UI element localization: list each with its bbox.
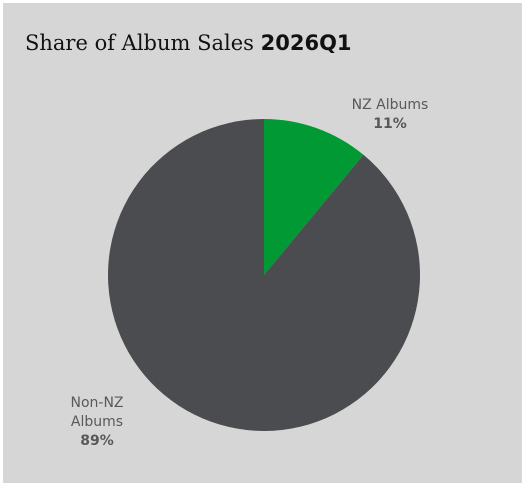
pie-slices: [108, 119, 421, 431]
slice-label-nz-albums: NZ Albums 11%: [340, 96, 440, 134]
pie-slice-non-nz-albums: [108, 119, 421, 431]
chart-title-period: 2026Q1: [260, 31, 352, 55]
slice-label-non-nz-albums: Non-NZ Albums 89%: [52, 394, 142, 451]
slice-name-line2-non-nz-albums: Albums: [70, 414, 124, 430]
slice-name-nz-albums: NZ Albums: [351, 97, 429, 113]
slice-value-non-nz-albums: 89%: [80, 433, 114, 449]
chart-title: Share of Album Sales 2026Q1: [25, 31, 352, 55]
slice-name-line1-non-nz-albums: Non-NZ: [70, 395, 124, 411]
slice-value-nz-albums: 11%: [373, 116, 407, 132]
pie-slice-nz-albums: [264, 119, 364, 275]
chart-title-text: Share of Album Sales: [25, 31, 254, 55]
